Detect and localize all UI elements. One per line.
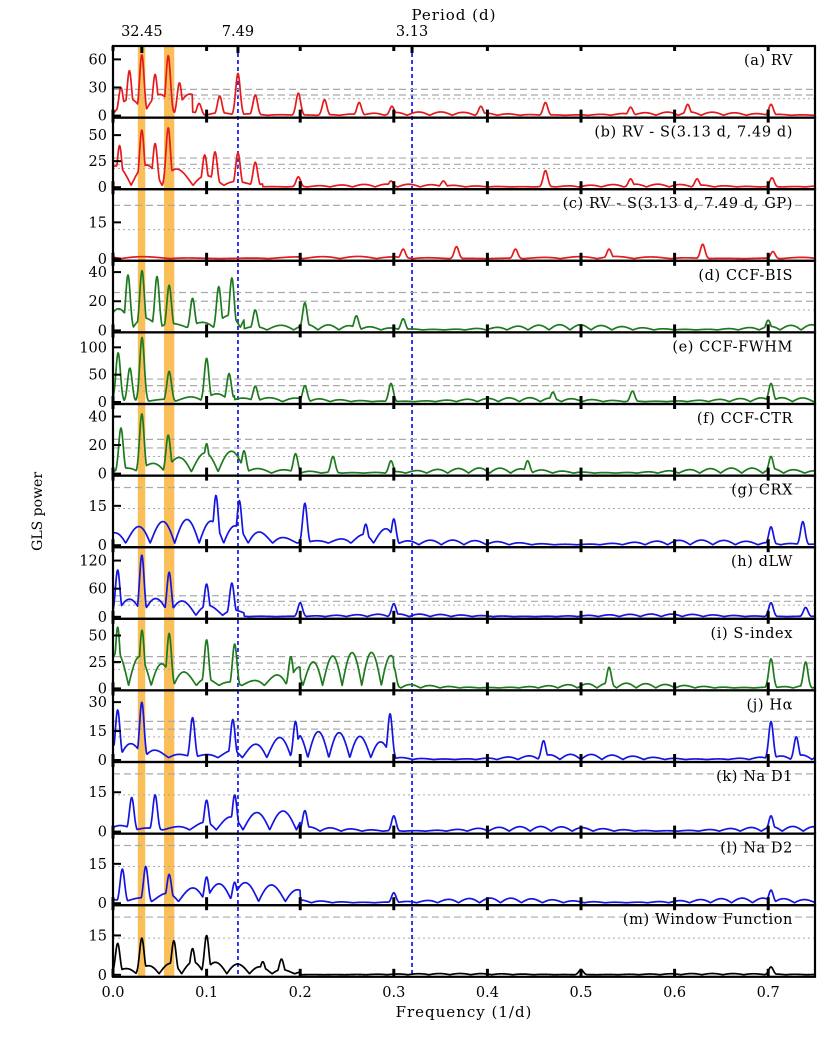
y-tick-label: 15: [89, 857, 107, 873]
top-tick-label: 32.45: [121, 24, 163, 40]
y-tick-label: 40: [89, 265, 107, 281]
y-tick-label: 15: [89, 215, 107, 231]
y-tick-label: 15: [89, 499, 107, 515]
y-tick-label: 60: [89, 582, 107, 598]
y-tick-label: 0: [98, 610, 107, 626]
series-line-h: [112, 554, 816, 618]
x-tick-label: 0.3: [382, 985, 405, 1001]
panel-d: 0 20 40 (d) CCF-BIS: [89, 259, 817, 339]
panel-i: 0 25 50 (i) S-index: [89, 617, 817, 697]
y-tick-label: 0: [98, 968, 107, 984]
series-line-d: [112, 269, 816, 331]
series-line-m: [112, 934, 816, 976]
panel-c: 0 15 (c) RV - S(3.13 d, 7.49 d, GP): [89, 188, 817, 268]
y-tick-label: 25: [89, 655, 107, 671]
panel-label: (i) S-index: [710, 626, 793, 642]
panel-g: 0 15 (g) CRX: [89, 474, 817, 554]
y-tick-label: 0: [98, 538, 107, 554]
y-tick-label: 15: [89, 928, 107, 944]
y-tick-label: 0: [98, 896, 107, 912]
panel-label: (j) Hα: [747, 697, 793, 713]
panel-frame: [111, 832, 817, 907]
panel-label: (m) Window Function: [623, 912, 793, 928]
y-tick-label: 0: [98, 395, 107, 411]
y-tick-label: 15: [89, 724, 107, 740]
panel-label: (g) CRX: [731, 483, 793, 499]
x-tick-label: 0.6: [663, 985, 686, 1001]
series-line-f: [112, 413, 816, 474]
series-line-j: [112, 701, 816, 761]
y-tick-label: 0: [98, 252, 107, 268]
panel-k: 0 15 (k) Na D1: [89, 760, 817, 841]
series-line-e: [112, 336, 816, 403]
y-tick-label: 20: [89, 294, 107, 310]
panel-j: 0 15 30 (j) Hα: [89, 689, 817, 769]
y-tick-label: 30: [89, 80, 107, 96]
x-tick-label: 0.2: [289, 985, 312, 1001]
y-tick-label: 40: [89, 410, 107, 426]
y-tick-label: 0: [98, 825, 107, 841]
x-tick-label: 0.0: [101, 985, 124, 1001]
x-tick-label: 0.5: [569, 985, 592, 1001]
series-line-k: [112, 794, 816, 833]
panel-b: 0 25 50 (b) RV - S(3.13 d, 7.49 d): [89, 116, 817, 196]
y-tick-label: 50: [89, 128, 107, 144]
x-tick-label: 0.4: [476, 985, 499, 1001]
panel-label: (f) CCF-CTR: [697, 411, 794, 427]
panel-label: (c) RV - S(3.13 d, 7.49 d, GP): [563, 196, 793, 212]
y-tick-label: 100: [79, 340, 107, 356]
top-tick-label: 3.13: [396, 24, 428, 40]
y-tick-label: 20: [89, 438, 107, 454]
series-line-b: [112, 127, 816, 188]
top-axis-title: Period (d): [412, 6, 497, 24]
axes: 0.0 0.1 0.2 0.3 0.4 0.5 0.6 0.7 32.45 7.49 3.13: [101, 24, 779, 1001]
series-line-l: [112, 865, 816, 904]
y-tick-label: 0: [98, 681, 107, 697]
y-tick-label: 50: [89, 628, 107, 644]
panel-a: 0 30 60 (a) RV: [89, 44, 817, 125]
panel-frame: [111, 689, 817, 764]
highlight-band-1: [164, 46, 175, 977]
highlight-band-0: [137, 46, 146, 977]
series-line-c: [112, 243, 816, 260]
y-tick-label: 0: [98, 109, 107, 125]
panel-label: (l) Na D2: [720, 841, 793, 857]
panel-label: (b) RV - S(3.13 d, 7.49 d): [594, 125, 793, 141]
panel-e: 0 50 100 (e) CCF-FWHM: [79, 331, 817, 411]
x-tick-label: 0.1: [195, 985, 218, 1001]
panel-frame: [111, 44, 817, 119]
panel-label: (a) RV: [744, 53, 793, 69]
y-tick-label: 0: [98, 323, 107, 339]
panel-label: (h) dLW: [731, 554, 793, 570]
top-tick-label: 7.49: [222, 24, 254, 40]
x-tick-label: 0.7: [757, 985, 780, 1001]
y-tick-label: 0: [98, 467, 107, 483]
y-tick-label: 25: [89, 154, 107, 170]
x-axis-title: Frequency (1/d): [396, 1003, 533, 1021]
panel-l: 0 15 (l) Na D2: [89, 832, 817, 912]
panel-label: (d) CCF-BIS: [698, 268, 793, 284]
y-axis-title: GLS power: [30, 472, 46, 551]
panel-m: 0 15 (m) Window Function: [89, 904, 817, 984]
panel-frame: [111, 904, 817, 978]
y-tick-label: 0: [98, 753, 107, 769]
series-line-i: [112, 626, 816, 689]
panel-label: (e) CCF-FWHM: [672, 339, 793, 355]
y-tick-label: 30: [89, 695, 107, 711]
y-tick-label: 15: [89, 785, 107, 801]
panel-f: 0 20 40 (f) CCF-CTR: [89, 402, 817, 483]
y-tick-label: 60: [89, 52, 107, 68]
y-tick-label: 50: [89, 368, 107, 384]
panel-frame: [111, 546, 817, 620]
panel-h: 0 60 120 (h) dLW: [79, 546, 817, 626]
highlight-bands: [137, 46, 175, 977]
series-line-a: [112, 54, 816, 117]
panel-frame: [111, 760, 817, 835]
y-tick-label: 120: [79, 554, 107, 570]
y-tick-label: 0: [98, 180, 107, 196]
panel-label: (k) Na D1: [716, 769, 793, 785]
series-line-g: [112, 494, 816, 546]
